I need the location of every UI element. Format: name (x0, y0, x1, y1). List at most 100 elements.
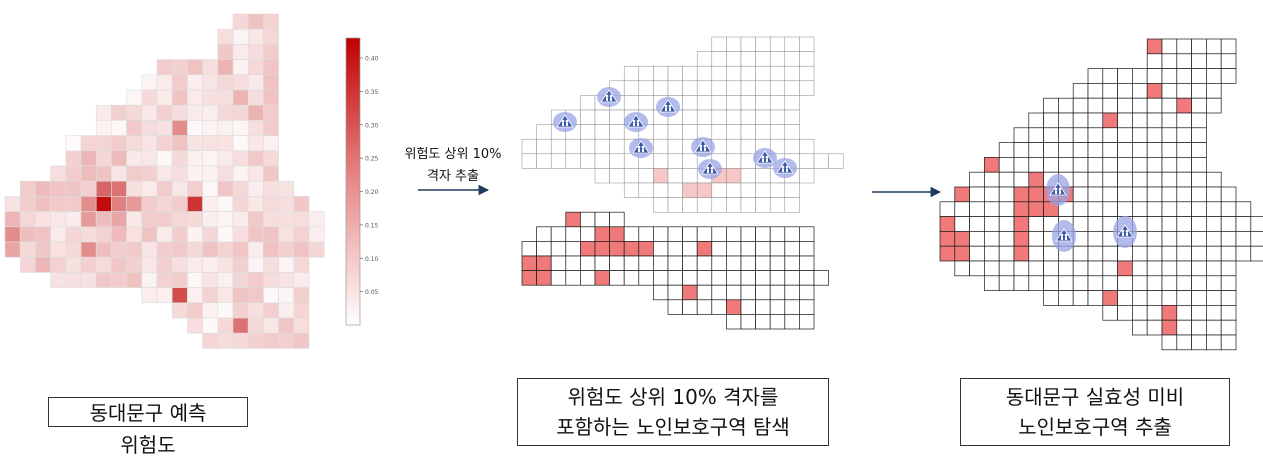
grid-cell (1058, 290, 1074, 306)
grid-cell (711, 226, 727, 242)
grid-cell (667, 226, 683, 242)
heatmap-cell (141, 150, 158, 167)
grid-cell (954, 231, 970, 247)
grid-cell (998, 275, 1015, 291)
heatmap-cell (141, 104, 158, 121)
grid-cell (667, 153, 683, 169)
senior-zone-icon (629, 138, 653, 158)
grid-cell (638, 95, 654, 111)
heatmap-cell (247, 74, 264, 91)
grid-cell (740, 138, 756, 155)
heatmap-cell (19, 196, 36, 212)
grid-cell (623, 255, 640, 271)
grid-cell (1102, 68, 1118, 84)
grid-cell (1072, 275, 1089, 291)
heatmap-cell (156, 241, 173, 258)
grid-cell (653, 284, 669, 301)
grid-cell (550, 138, 567, 155)
grid-cell (682, 153, 698, 169)
grid-cell (1087, 97, 1104, 114)
grid-cell (1028, 201, 1044, 217)
grid-cell (984, 157, 1000, 173)
heatmap-cell (247, 89, 264, 106)
heatmap-cell (278, 272, 295, 288)
heatmap-cell (187, 287, 203, 304)
heatmap-cell (111, 211, 127, 228)
grid-cell (1146, 186, 1163, 203)
grid-cell (755, 109, 771, 125)
heatmap-cell (171, 241, 188, 258)
grid-cell (755, 226, 771, 242)
grid-cell (711, 124, 727, 140)
grid-cell (1132, 171, 1148, 188)
heatmap-cell (156, 150, 173, 167)
grid-cell (939, 201, 956, 217)
heatmap-cell (202, 104, 219, 121)
grid-cell (784, 284, 800, 301)
heatmap-cell (126, 165, 143, 182)
heatmap-cell (217, 226, 234, 243)
senior-zone-icon (773, 158, 797, 178)
grid-cell (769, 241, 786, 257)
heatmap-cell (232, 272, 249, 288)
grid-cell (711, 197, 727, 213)
grid-cell (1117, 68, 1133, 84)
heatmap-cell (111, 104, 127, 121)
heatmap-cell (232, 44, 249, 60)
grid-cell (755, 299, 771, 315)
heatmap-cell (187, 165, 203, 182)
heatmap-cell (65, 150, 82, 167)
grid-cell (726, 95, 742, 111)
grid-cell (726, 182, 742, 198)
grid-cell (594, 270, 610, 286)
grid-cell (682, 124, 698, 140)
heatmap-cell (247, 287, 264, 304)
grid-cell (1191, 112, 1207, 129)
grid-cell (1220, 319, 1237, 336)
grid-cell (1132, 201, 1148, 217)
heatmap-cell (278, 287, 295, 304)
grid-cell (638, 80, 654, 96)
grid-cell (667, 168, 683, 184)
heatmap-cell (187, 120, 203, 136)
grid-cell (1146, 127, 1163, 143)
grid-cell (969, 201, 985, 217)
grid-cell (1146, 97, 1163, 114)
grid-cell (755, 51, 771, 67)
grid-cell (784, 255, 800, 271)
heatmap-cell (247, 332, 264, 349)
grid-cell (1028, 171, 1044, 188)
grid-cell (784, 182, 800, 198)
grid-cell (609, 255, 625, 271)
grid-cell (1117, 83, 1133, 99)
grid-cell (755, 197, 771, 213)
grid-cell (667, 182, 683, 198)
grid-cell (1072, 290, 1089, 306)
grid-cell (594, 168, 610, 184)
heatmap-cell (202, 241, 219, 258)
senior-zone-icon (753, 148, 777, 168)
heatmap-cell (95, 135, 112, 152)
grid-cell (609, 124, 625, 140)
grid-cell (1176, 53, 1192, 69)
grid-cell (1176, 275, 1192, 291)
heatmap-cell (111, 196, 127, 212)
grid-cell (623, 270, 640, 286)
grid-cell (1013, 171, 1030, 188)
grid-cell (784, 314, 800, 330)
grid-cell (521, 255, 537, 271)
grid-cell (799, 284, 815, 301)
panel1-caption-line2: 위험도 (120, 433, 176, 457)
grid-cell (580, 109, 596, 125)
grid-cell (726, 270, 742, 286)
grid-cell (1176, 97, 1192, 114)
grid-cell (638, 65, 654, 82)
grid-cell (755, 270, 771, 286)
heatmap-cell (217, 302, 234, 319)
grid-cell (609, 211, 625, 228)
grid-cell (1176, 142, 1192, 158)
colorbar-gradient (345, 37, 361, 326)
grid-cell (1087, 201, 1104, 217)
grid-cell (638, 226, 654, 242)
heatmap-cell (217, 180, 234, 197)
